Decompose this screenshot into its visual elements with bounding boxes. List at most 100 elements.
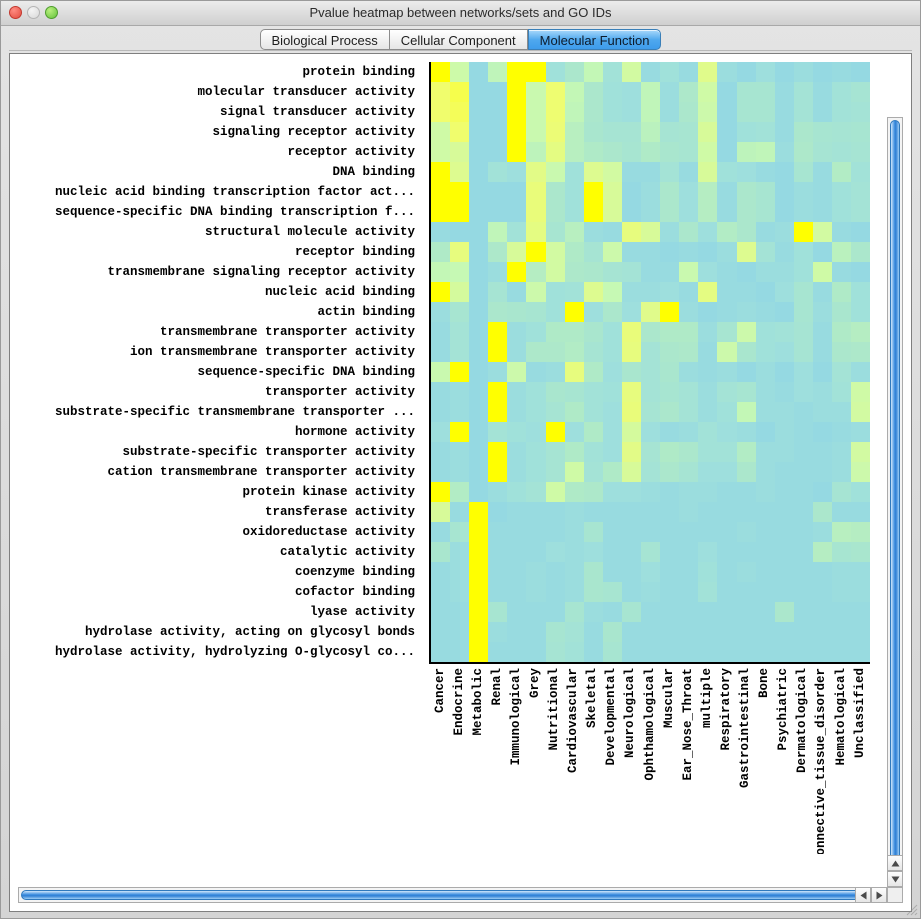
heatmap-cell[interactable] [717,302,737,322]
heatmap-cell[interactable] [679,62,699,82]
heatmap-cell[interactable] [774,622,794,642]
heatmap-cell[interactable] [755,522,775,542]
heatmap-cell[interactable] [679,622,699,642]
heatmap-cell[interactable] [583,482,603,502]
heatmap-cell[interactable] [717,82,737,102]
heatmap-cell[interactable] [621,142,642,162]
heatmap-cell[interactable] [469,522,489,542]
heatmap-cell[interactable] [545,522,565,542]
heatmap-cell[interactable] [469,62,489,82]
heatmap-cell[interactable] [526,482,546,502]
heatmap-cell[interactable] [641,522,661,542]
heatmap-cell[interactable] [736,442,756,462]
heatmap-cell[interactable] [851,502,871,522]
heatmap-cell[interactable] [564,222,584,242]
heatmap-cell[interactable] [602,642,622,662]
heatmap-cell[interactable] [583,382,603,402]
heatmap-cell[interactable] [545,542,565,562]
heatmap-cell[interactable] [545,302,565,322]
heatmap-cell[interactable] [755,122,775,142]
heatmap-cell[interactable] [660,242,680,262]
heatmap-cell[interactable] [621,242,642,262]
heatmap-cell[interactable] [641,222,661,242]
heatmap-cell[interactable] [660,122,680,142]
heatmap-cell[interactable] [660,302,680,322]
heatmap-cell[interactable] [831,582,852,602]
heatmap-cell[interactable] [602,582,622,602]
heatmap-cell[interactable] [431,262,451,282]
heatmap-cell[interactable] [660,422,680,442]
heatmap-cell[interactable] [812,442,832,462]
heatmap-cell[interactable] [545,242,565,262]
heatmap-cell[interactable] [851,122,871,142]
heatmap-cell[interactable] [450,162,470,182]
heatmap-cell[interactable] [545,642,565,662]
heatmap-cell[interactable] [717,402,737,422]
heatmap-cell[interactable] [431,322,451,342]
heatmap-cell[interactable] [488,482,508,502]
heatmap-cell[interactable] [755,222,775,242]
heatmap-cell[interactable] [812,262,832,282]
heatmap-cell[interactable] [698,562,718,582]
heatmap-cell[interactable] [755,242,775,262]
heatmap-cell[interactable] [545,422,565,442]
heatmap-cell[interactable] [851,102,871,122]
heatmap-cell[interactable] [774,262,794,282]
heatmap-cell[interactable] [679,562,699,582]
heatmap-cell[interactable] [774,122,794,142]
heatmap-cell[interactable] [641,502,661,522]
heatmap-cell[interactable] [526,622,546,642]
heatmap-cell[interactable] [736,602,756,622]
heatmap-cell[interactable] [717,602,737,622]
heatmap-cell[interactable] [564,262,584,282]
heatmap-cell[interactable] [717,462,737,482]
heatmap-cell[interactable] [755,62,775,82]
heatmap-cell[interactable] [660,542,680,562]
heatmap-cell[interactable] [583,402,603,422]
heatmap-cell[interactable] [660,182,680,202]
minimize-button[interactable] [27,6,40,19]
heatmap-cell[interactable] [545,462,565,482]
heatmap-cell[interactable] [679,262,699,282]
heatmap-cell[interactable] [583,542,603,562]
heatmap-cell[interactable] [431,62,451,82]
heatmap-cell[interactable] [621,482,642,502]
heatmap-cell[interactable] [755,382,775,402]
heatmap-cell[interactable] [641,62,661,82]
heatmap-cell[interactable] [698,462,718,482]
heatmap-cell[interactable] [583,302,603,322]
heatmap-cell[interactable] [602,382,622,402]
heatmap-cell[interactable] [545,402,565,422]
heatmap-cell[interactable] [526,322,546,342]
heatmap-cell[interactable] [507,522,527,542]
heatmap-cell[interactable] [488,242,508,262]
heatmap-cell[interactable] [831,422,852,442]
tab-molecular-function[interactable]: Molecular Function [527,29,662,50]
heatmap-cell[interactable] [641,182,661,202]
heatmap-cell[interactable] [507,462,527,482]
heatmap-cell[interactable] [602,542,622,562]
tab-cellular-component[interactable]: Cellular Component [389,29,528,50]
heatmap-cell[interactable] [851,262,871,282]
heatmap-cell[interactable] [831,282,852,302]
heatmap-cell[interactable] [488,522,508,542]
heatmap-cell[interactable] [488,422,508,442]
heatmap-cell[interactable] [812,522,832,542]
heatmap-cell[interactable] [641,142,661,162]
heatmap-cell[interactable] [469,462,489,482]
heatmap-cell[interactable] [793,382,813,402]
heatmap-cell[interactable] [469,542,489,562]
heatmap-cell[interactable] [717,182,737,202]
heatmap-cell[interactable] [736,482,756,502]
heatmap-cell[interactable] [698,142,718,162]
heatmap-cell[interactable] [602,622,622,642]
heatmap-cell[interactable] [431,202,451,222]
heatmap-cell[interactable] [583,602,603,622]
heatmap-cell[interactable] [774,522,794,542]
heatmap-cell[interactable] [621,182,642,202]
heatmap-cell[interactable] [450,602,470,622]
heatmap-cell[interactable] [793,482,813,502]
heatmap-cell[interactable] [488,82,508,102]
heatmap-cell[interactable] [488,542,508,562]
heatmap-cell[interactable] [526,542,546,562]
